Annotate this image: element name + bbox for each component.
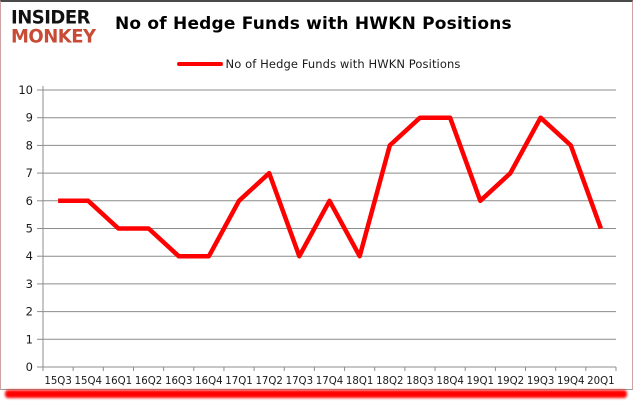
logo-text-insider: INSIDER: [11, 6, 91, 29]
y-axis-label-1: 1: [26, 332, 33, 346]
x-axis-label-19Q1: 19Q1: [467, 376, 494, 387]
chart-title: No of Hedge Funds with HWKN Positions: [115, 14, 512, 34]
x-axis-label-17Q1: 17Q1: [225, 376, 252, 387]
x-axis-label-16Q2: 16Q2: [135, 376, 162, 387]
x-axis-label-19Q4: 19Q4: [557, 376, 584, 387]
x-axis-label-16Q1: 16Q1: [105, 376, 132, 387]
x-axis-label-19Q2: 19Q2: [497, 376, 524, 387]
legend-line-swatch: [176, 62, 223, 66]
logo-text-monkey: MONKEY: [11, 25, 96, 48]
x-axis-label-20Q1: 20Q1: [587, 376, 614, 387]
y-axis-label-2: 2: [26, 305, 33, 319]
x-axis-label-19Q3: 19Q3: [527, 376, 554, 387]
y-axis-label-10: 10: [18, 83, 33, 97]
legend-label: No of Hedge Funds with HWKN Positions: [225, 57, 461, 71]
x-axis-label-15Q4: 15Q4: [75, 376, 102, 387]
y-axis-label-5: 5: [26, 222, 33, 236]
series-line: [58, 115, 604, 259]
x-axis-label-18Q3: 18Q3: [406, 376, 433, 387]
red-shadow-bar: [5, 390, 627, 398]
x-axis-label-17Q2: 17Q2: [255, 376, 282, 387]
x-axis-label-16Q3: 16Q3: [165, 376, 192, 387]
y-axis-label-9: 9: [26, 111, 33, 125]
y-axis-label-8: 8: [26, 138, 33, 152]
y-axis-label-3: 3: [26, 277, 33, 291]
chart-legend: No of Hedge Funds with HWKN Positions: [1, 57, 635, 71]
x-axis-label-15Q3: 15Q3: [44, 376, 71, 387]
line-chart-plot: 0 1 2 3 4 5 6 7 8 9 10 15Q3 15Q4 16Q1 16Q2 16Q3 16Q4 17Q1…: [18, 83, 617, 387]
y-axis-label-6: 6: [26, 194, 33, 208]
x-axis-label-18Q4: 18Q4: [436, 376, 463, 387]
x-axis-label-18Q2: 18Q2: [376, 376, 403, 387]
chart-card: INSIDER MONKEY No of Hedge Funds with HW…: [0, 0, 633, 390]
x-axis-label-17Q4: 17Q4: [316, 376, 343, 387]
x-axis-label-16Q4: 16Q4: [195, 376, 222, 387]
x-axis-label-18Q1: 18Q1: [346, 376, 373, 387]
y-axis-label-4: 4: [26, 249, 33, 263]
x-axis-label-17Q3: 17Q3: [286, 376, 313, 387]
y-axis-label-7: 7: [26, 166, 33, 180]
y-axis-label-0: 0: [26, 360, 33, 374]
insider-monkey-logo: INSIDER MONKEY: [11, 6, 96, 48]
